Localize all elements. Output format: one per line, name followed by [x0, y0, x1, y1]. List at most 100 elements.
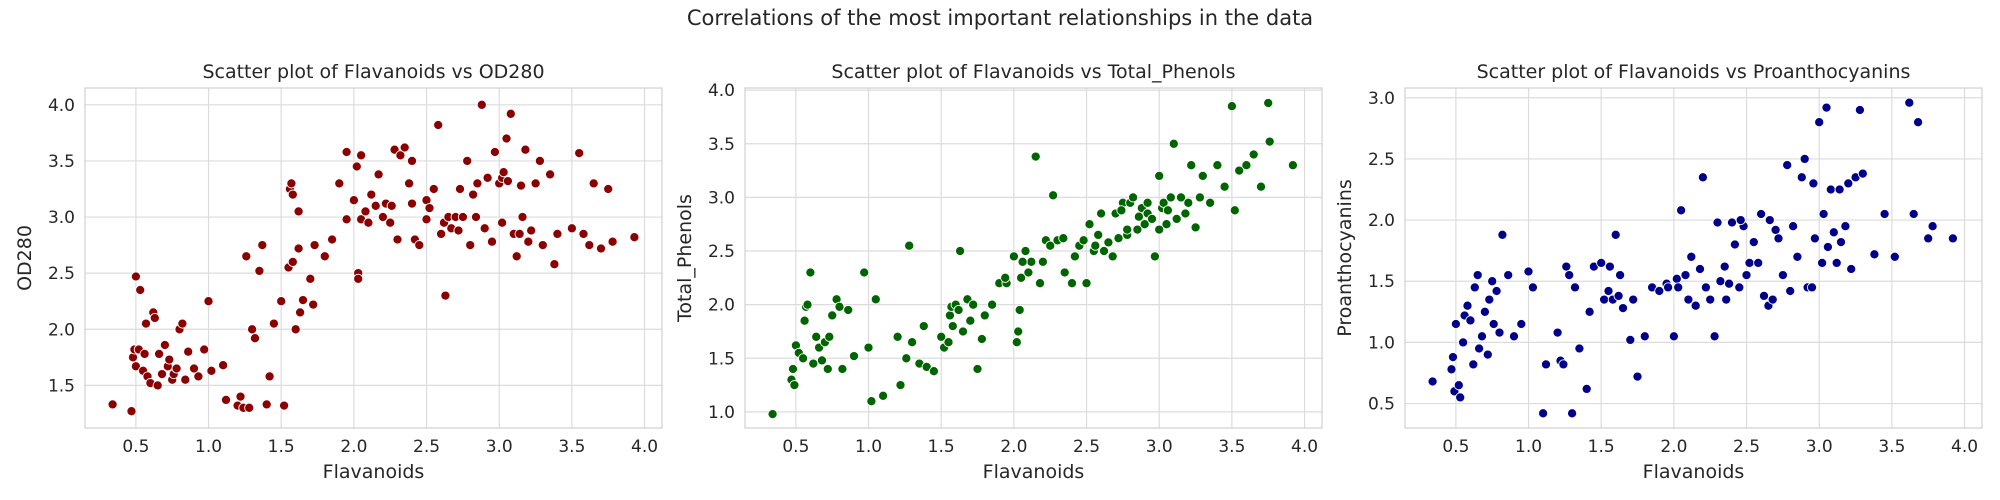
- scatter-point: [502, 176, 513, 187]
- y-tick-label: 3.0: [48, 208, 75, 228]
- scatter-point: [470, 211, 482, 223]
- scatter-point: [816, 355, 828, 366]
- scatter-point: [530, 178, 541, 189]
- scatter-point: [1879, 208, 1890, 220]
- scatter-point: [453, 225, 464, 236]
- y-tick-label: 1.5: [48, 376, 75, 396]
- scatter-point: [308, 299, 319, 310]
- scatter-point: [1753, 257, 1764, 268]
- scatter-point: [1219, 181, 1230, 192]
- scatter-point: [436, 228, 447, 239]
- scatter-point: [1066, 278, 1078, 289]
- scatter-point: [334, 178, 345, 189]
- scatter-point: [424, 203, 435, 214]
- x-tick-label: 0.5: [122, 437, 149, 457]
- scatter-point: [1037, 256, 1048, 267]
- scatter-point: [154, 348, 165, 359]
- y-tick-label: 1.0: [708, 403, 735, 423]
- scatter-point: [107, 399, 118, 410]
- x-tick-label: 3.5: [558, 437, 585, 457]
- scatter-point: [399, 142, 410, 153]
- scatter-point: [972, 363, 983, 375]
- scatter-point: [261, 399, 272, 410]
- scatter-panel-total-phenols: 0.5 1.0 1.5 2.0 2.5 3.0 3.5 4.0 1.0 1.5 2.0 2.5 3.0 3…: [674, 61, 1323, 483]
- scatter-point: [1183, 197, 1194, 208]
- x-tick-label: 3.5: [1218, 437, 1245, 457]
- y-axis-label: Total_Phenols: [674, 194, 696, 323]
- y-tick-label: 2.0: [48, 320, 75, 340]
- scatter-point: [1527, 282, 1538, 293]
- y-tick-label: 4.0: [48, 96, 75, 116]
- plot-area-frame: [84, 87, 663, 429]
- scatter-point: [1194, 192, 1205, 203]
- scatter-point: [1857, 168, 1868, 179]
- scatter-point: [286, 178, 297, 189]
- scatter-point: [1107, 251, 1118, 262]
- scatter-point: [1673, 282, 1684, 293]
- scatter-point: [1639, 331, 1650, 342]
- scatter-point: [629, 232, 640, 243]
- scatter-point: [1581, 383, 1592, 394]
- scatter-point: [1923, 233, 1934, 244]
- scatter-point: [254, 265, 265, 276]
- scatter-point: [1806, 282, 1818, 293]
- scatter-point: [1799, 153, 1810, 164]
- scatter-point: [907, 337, 918, 348]
- scatter-point: [1263, 97, 1274, 109]
- x-tick-label: 2.0: [340, 437, 367, 457]
- scatter-point: [433, 119, 444, 131]
- scatter-point: [373, 169, 384, 180]
- x-tick-label: 3.0: [1806, 437, 1833, 457]
- scatter-point: [462, 155, 473, 166]
- scatter-point: [1552, 327, 1563, 338]
- scatter-point: [1599, 294, 1610, 305]
- scatter-point: [1190, 222, 1201, 233]
- y-tick-label: 1.0: [1368, 333, 1395, 353]
- y-tick-label: 4.0: [708, 81, 735, 101]
- scatter-point: [486, 236, 498, 247]
- scatter-point: [247, 324, 258, 335]
- scatter-point: [943, 337, 954, 348]
- scatter-point: [511, 251, 522, 262]
- scatter-point: [1809, 233, 1820, 244]
- scatter-point: [472, 178, 483, 189]
- y-tick-label: 1.5: [1368, 272, 1395, 292]
- scatter-point: [360, 206, 371, 217]
- scatter-point: [1764, 215, 1775, 226]
- scatter-point: [944, 310, 955, 321]
- scatter-point: [1503, 270, 1514, 281]
- scatter-point: [607, 236, 618, 247]
- scatter-point: [523, 236, 534, 247]
- scatter-point: [965, 315, 976, 326]
- scatter-point: [1758, 290, 1770, 301]
- scatter-point: [1625, 334, 1636, 345]
- scatter-point: [526, 225, 537, 236]
- x-tick-label: 2.0: [1000, 437, 1027, 457]
- panel-title-total-phenols: Scatter plot of Flavanoids vs Total_Phen…: [831, 61, 1235, 83]
- scatter-point: [268, 318, 279, 329]
- scatter-point: [1474, 343, 1485, 354]
- scatter-point: [406, 198, 418, 209]
- scatter-point: [1096, 208, 1107, 219]
- scatter-point: [798, 353, 809, 364]
- scatter-point: [549, 259, 560, 270]
- scatter-point: [276, 296, 287, 307]
- scatter-point: [348, 195, 359, 206]
- scatter-point: [1000, 272, 1011, 283]
- scatter-point: [1817, 257, 1828, 268]
- y-tick-label: 2.5: [48, 264, 75, 284]
- scatter-point: [1165, 192, 1176, 203]
- x-tick-label: 1.0: [1515, 437, 1542, 457]
- scatter-point: [206, 365, 217, 376]
- scatter-point: [1835, 237, 1847, 248]
- scatter-point: [1748, 237, 1759, 248]
- scatter-point: [386, 200, 397, 211]
- scatter-point: [848, 351, 860, 362]
- scatter-point: [1690, 300, 1701, 311]
- scatter-point: [1197, 170, 1208, 181]
- scatter-point: [241, 251, 252, 262]
- scatter-point: [1081, 278, 1092, 289]
- scatter-point: [1705, 294, 1716, 305]
- scatter-point: [203, 296, 214, 307]
- scatter-point: [824, 331, 835, 342]
